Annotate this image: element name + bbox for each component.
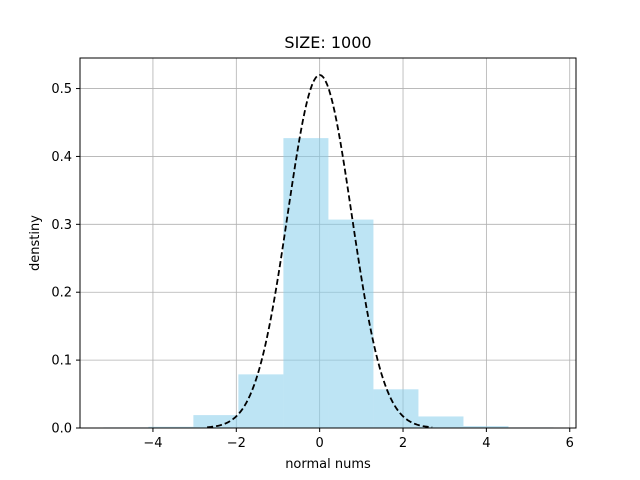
x-tick-label: 6 <box>566 436 574 451</box>
y-tick-label: 0.4 <box>51 150 72 165</box>
histogram-bar <box>283 138 329 428</box>
x-tick-label: 4 <box>482 436 490 451</box>
chart-title: SIZE: 1000 <box>284 33 371 52</box>
x-tick-label: 0 <box>316 436 324 451</box>
x-tick-label: 2 <box>399 436 407 451</box>
histogram-bar <box>193 415 239 428</box>
y-tick-label: 0.0 <box>51 422 72 437</box>
histogram-bar <box>238 374 284 428</box>
density-curve <box>207 74 433 429</box>
x-axis-ticks: −4 −2 0 2 4 6 <box>143 428 574 451</box>
histogram-bar <box>463 426 509 428</box>
plot-frame <box>79 57 577 429</box>
x-axis-label: normal nums <box>285 457 371 472</box>
histogram-bar <box>328 219 374 428</box>
histogram-bar <box>148 426 194 428</box>
y-tick-label: 0.5 <box>51 82 72 97</box>
y-tick-label: 0.3 <box>51 218 72 233</box>
density-curve-line <box>207 74 433 429</box>
y-tick-label: 0.1 <box>51 354 72 369</box>
x-tick-label: −2 <box>227 436 246 451</box>
y-tick-label: 0.2 <box>51 286 72 301</box>
y-axis-ticks: 0.0 0.1 0.2 0.3 0.4 0.5 <box>51 82 80 437</box>
y-axis-label: denstiny <box>28 215 43 271</box>
x-tick-label: −4 <box>143 436 162 451</box>
histogram-bars <box>103 138 554 428</box>
histogram-bar <box>418 416 464 428</box>
